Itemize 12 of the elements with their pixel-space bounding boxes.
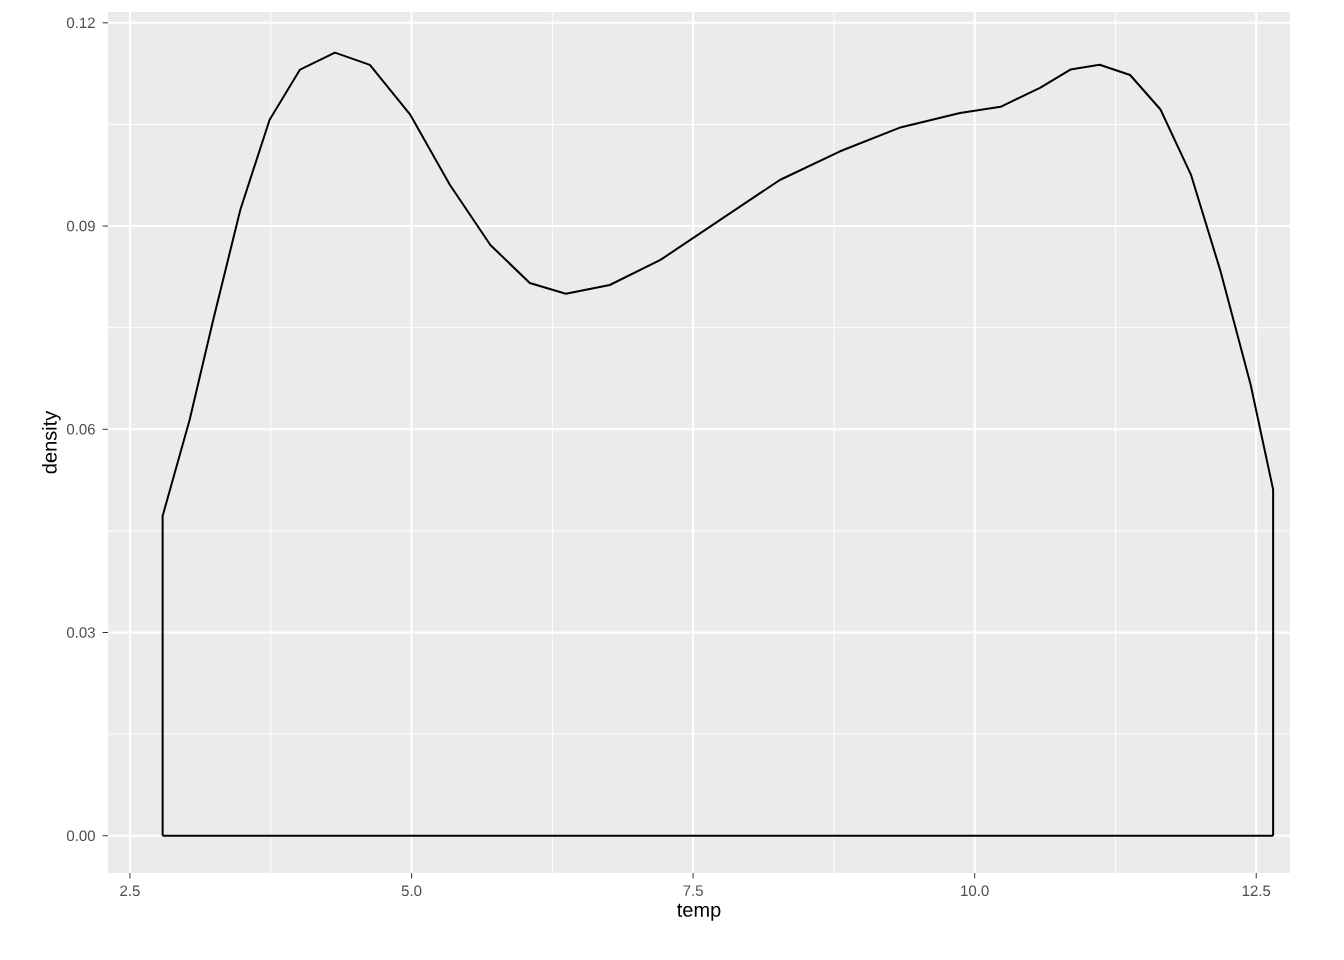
y-tick-label: 0.00	[66, 830, 95, 842]
y-axis-title: density	[42, 410, 61, 474]
x-tick-label: 12.5	[1242, 885, 1271, 897]
y-tick-label: 0.06	[66, 423, 95, 435]
y-tick-label: 0.12	[66, 17, 95, 29]
x-tick-label: 10.0	[961, 885, 989, 897]
x-tick-label: 2.5	[120, 885, 140, 897]
y-tick-label: 0.09	[66, 220, 95, 232]
x-tick-label: 7.5	[683, 885, 703, 896]
y-tick-label: 0.03	[66, 627, 95, 638]
x-axis-title: temp	[677, 903, 721, 921]
x-tick-label: 5.0	[401, 885, 422, 897]
